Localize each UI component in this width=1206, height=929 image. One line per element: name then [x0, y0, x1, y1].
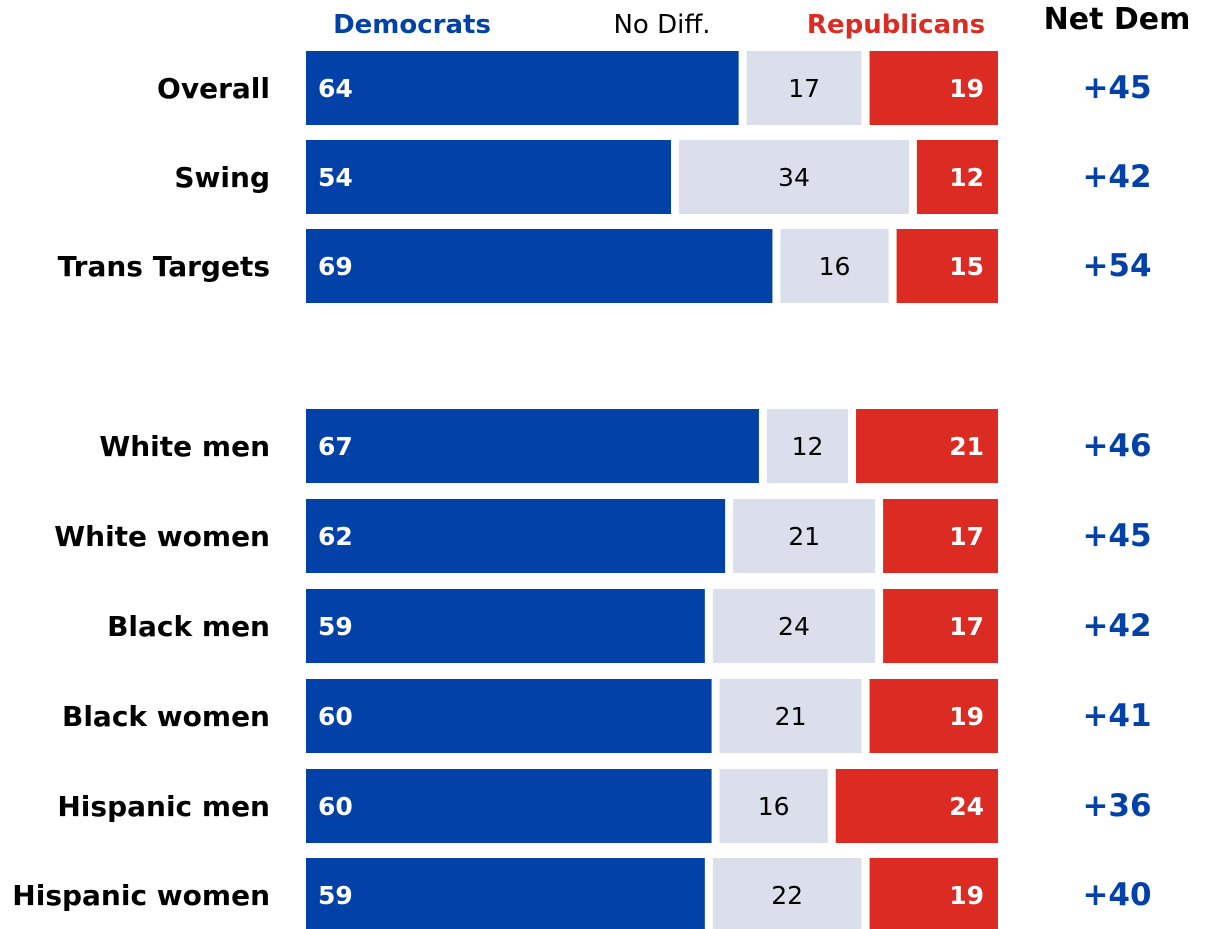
category-label: Swing [174, 161, 270, 194]
bar-democrats [306, 51, 739, 125]
bar-no-diff [733, 499, 876, 573]
bar-row-hispanic-men: Hispanic men 60 16 24 +36 [57, 769, 1152, 843]
bar-no-diff [679, 140, 909, 214]
bar-no-diff [780, 229, 889, 303]
value-label-no-diff: 22 [771, 881, 803, 910]
legend: Democrats No Diff. Republicans Net Dem [333, 2, 1190, 40]
bar-democrats [306, 589, 705, 663]
bar-row-overall: Overall 64 17 19 +45 [157, 51, 1152, 125]
category-label: Trans Targets [58, 250, 270, 283]
value-label-democrats: 59 [318, 881, 353, 910]
bar-no-diff [719, 679, 862, 753]
value-label-republicans: 19 [949, 881, 984, 910]
bar-democrats [306, 229, 773, 303]
category-label: White women [54, 520, 270, 553]
bar-democrats [306, 499, 726, 573]
value-label-no-diff: 21 [775, 702, 807, 731]
legend-democrats: Democrats [333, 10, 491, 40]
bar-republicans [869, 679, 998, 753]
value-label-no-diff: 21 [788, 522, 820, 551]
bar-republicans [916, 140, 998, 214]
bar-republicans [856, 409, 998, 483]
category-label: Hispanic women [12, 879, 270, 912]
category-label: Black women [62, 700, 270, 733]
bar-republicans [869, 51, 998, 125]
value-label-republicans: 19 [949, 702, 984, 731]
value-label-no-diff: 16 [819, 252, 851, 281]
bar-no-diff [719, 769, 828, 843]
net-dem-value: +54 [1082, 248, 1151, 284]
bar-row-black-women: Black women 60 21 19 +41 [62, 679, 1152, 753]
bar-republicans [869, 858, 998, 929]
net-dem-value: +46 [1082, 428, 1151, 464]
value-label-democrats: 64 [318, 74, 353, 103]
value-label-democrats: 60 [318, 702, 353, 731]
value-label-democrats: 54 [318, 163, 353, 192]
net-dem-header: Net Dem [1044, 2, 1191, 37]
value-label-republicans: 17 [949, 612, 984, 641]
category-label: Black men [107, 610, 270, 643]
value-label-democrats: 59 [318, 612, 353, 641]
value-label-republicans: 21 [949, 432, 984, 461]
value-label-democrats: 60 [318, 792, 353, 821]
value-label-no-diff: 12 [792, 432, 824, 461]
net-dem-value: +45 [1082, 518, 1151, 554]
bar-republicans [896, 229, 998, 303]
value-label-democrats: 62 [318, 522, 353, 551]
value-label-no-diff: 16 [758, 792, 790, 821]
bar-no-diff [712, 589, 876, 663]
bar-no-diff [746, 51, 862, 125]
bar-republicans [883, 499, 998, 573]
bar-democrats [306, 858, 705, 929]
bar-republicans [835, 769, 998, 843]
value-label-no-diff: 24 [778, 612, 810, 641]
bar-democrats [306, 679, 712, 753]
value-label-republicans: 24 [949, 792, 984, 821]
net-dem-value: +41 [1082, 698, 1151, 734]
bar-no-diff [712, 858, 862, 929]
category-label: White men [99, 430, 270, 463]
net-dem-value: +42 [1082, 159, 1151, 195]
bar-row-trans-targets: Trans Targets 69 16 15 +54 [58, 229, 1152, 303]
net-dem-value: +42 [1082, 608, 1151, 644]
category-label: Hispanic men [57, 790, 270, 823]
value-label-republicans: 15 [949, 252, 984, 281]
net-dem-value: +36 [1082, 788, 1151, 824]
legend-no-diff: No Diff. [613, 10, 710, 40]
bar-no-diff [766, 409, 849, 483]
category-label: Overall [157, 72, 270, 105]
chart-rows: Overall 64 17 19 +45 Swing 54 34 12 +42 Trans Targ… [12, 51, 1152, 929]
bar-republicans [883, 589, 998, 663]
value-label-republicans: 12 [949, 163, 984, 192]
bar-row-black-men: Black men 59 24 17 +42 [107, 589, 1152, 663]
net-dem-value: +40 [1082, 877, 1151, 913]
bar-row-hispanic-women: Hispanic women 59 22 19 +40 [12, 858, 1152, 929]
legend-republicans: Republicans [807, 10, 985, 40]
value-label-no-diff: 17 [788, 74, 820, 103]
value-label-republicans: 17 [949, 522, 984, 551]
bar-democrats [306, 769, 712, 843]
value-label-no-diff: 34 [778, 163, 810, 192]
bar-row-white-men: White men 67 12 21 +46 [99, 409, 1152, 483]
bar-row-swing: Swing 54 34 12 +42 [174, 140, 1152, 214]
value-label-republicans: 19 [949, 74, 984, 103]
bar-democrats [306, 409, 759, 483]
bar-democrats [306, 140, 672, 214]
value-label-democrats: 67 [318, 432, 353, 461]
bar-row-white-women: White women 62 21 17 +45 [54, 499, 1152, 573]
net-dem-value: +45 [1082, 70, 1151, 106]
value-label-democrats: 69 [318, 252, 353, 281]
